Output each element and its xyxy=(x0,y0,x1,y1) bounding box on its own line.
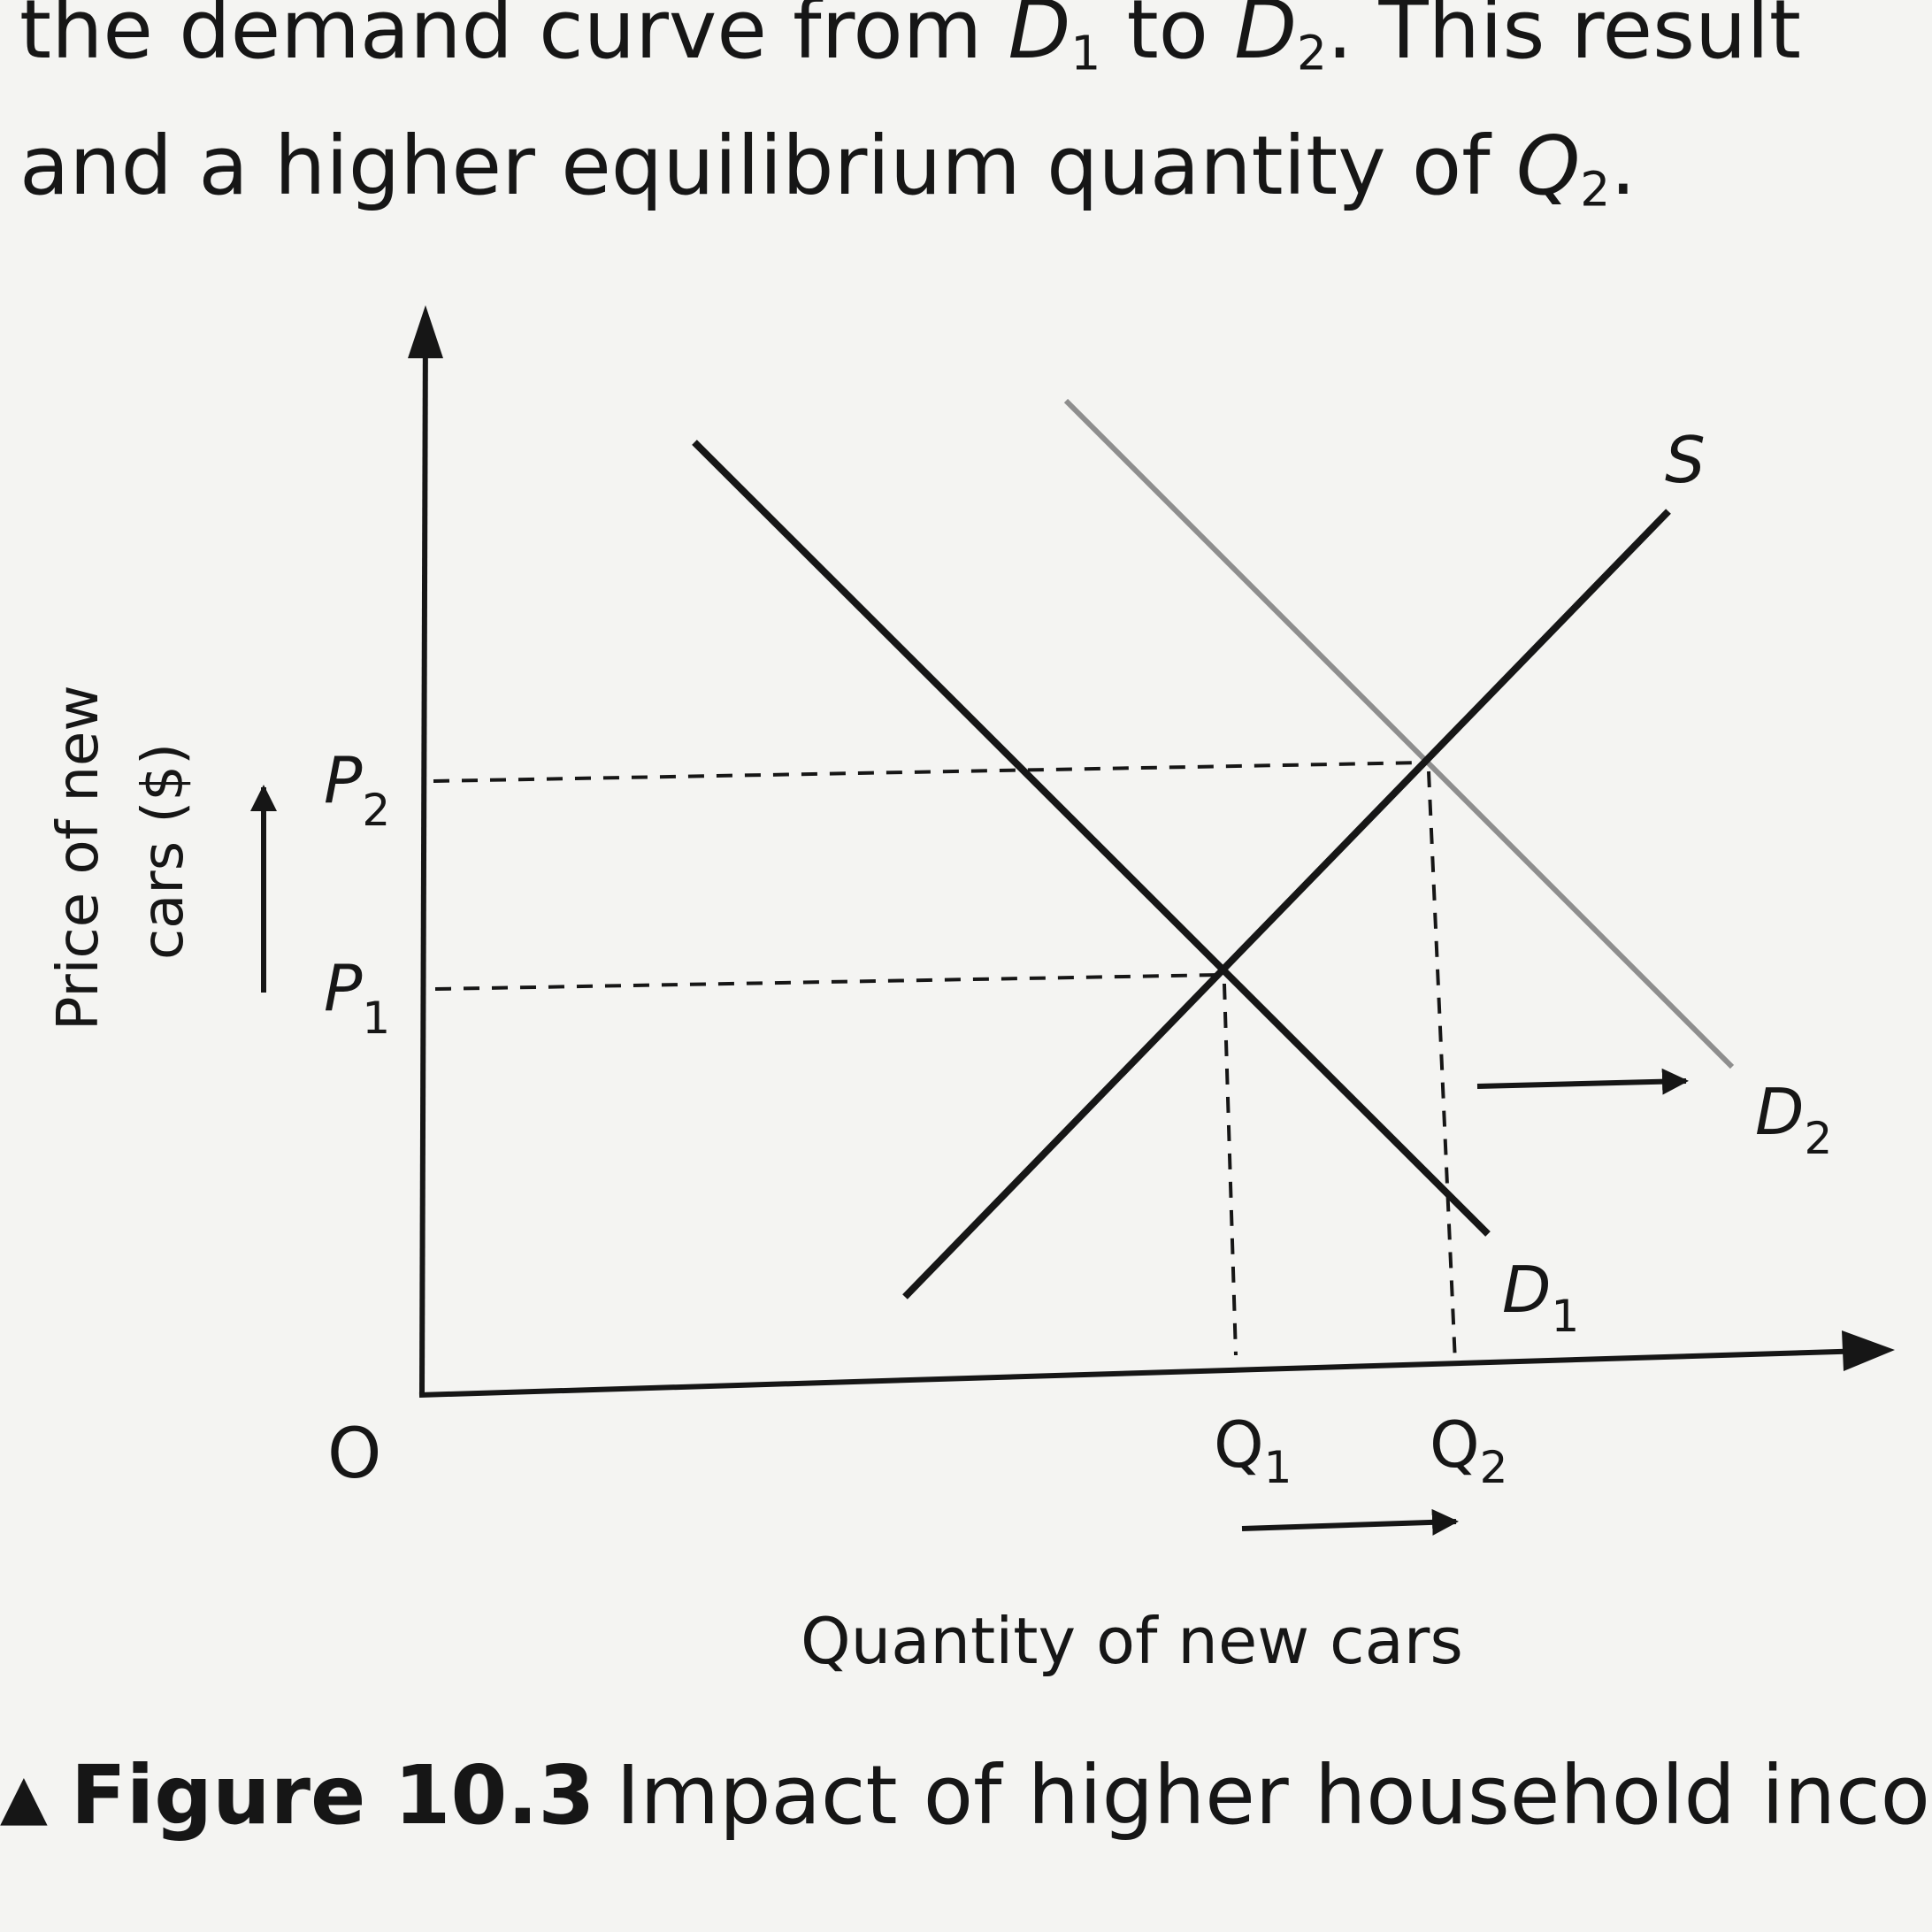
q2-guide-line xyxy=(1427,770,1457,1363)
caption-text: Impact of higher household incom xyxy=(616,1748,1932,1843)
demand-curve-d1-label: D1 xyxy=(1502,1253,1579,1342)
q1-guide-line xyxy=(1223,983,1238,1356)
supply-curve xyxy=(902,509,1671,1300)
p1-guide-line xyxy=(434,973,1222,991)
supply-curve-label: S xyxy=(1665,423,1706,497)
x-axis-label: Quantity of new cars xyxy=(801,1604,1463,1678)
intro-line-1: the demand curve from D1 to D2. This res… xyxy=(19,0,1801,81)
demand-curve-d2 xyxy=(1063,398,1735,1070)
intro-line-2: and a higher equilibrium quantity of Q2. xyxy=(19,119,1637,218)
price-p2-label: P2 xyxy=(324,743,390,836)
y-axis-label: Price of new cars ($) xyxy=(46,667,196,1031)
origin-label: O xyxy=(327,1414,381,1494)
caption-triangle-icon: ▲ xyxy=(0,1760,48,1833)
x-axis-arrowhead xyxy=(1842,1330,1895,1371)
quantity-q1-label: Q1 xyxy=(1214,1407,1292,1493)
figure-caption: ▲ Figure 10.3 Impact of higher household i… xyxy=(0,1743,1932,1850)
y-axis xyxy=(419,318,428,1397)
intro-paragraph: the demand curve from D1 to D2. This res… xyxy=(19,0,1801,247)
equilibrium-guides xyxy=(433,761,1457,1363)
quantity-q2-label: Q2 xyxy=(1430,1407,1507,1493)
x-axis xyxy=(418,1348,1867,1398)
demand-curve-d1 xyxy=(692,440,1491,1237)
p2-guide-line xyxy=(433,761,1427,783)
price-p1-label: P1 xyxy=(324,951,390,1044)
demand-curve-d2-label: D2 xyxy=(1755,1075,1832,1164)
demand-shift-arrow xyxy=(1476,1068,1689,1095)
caption-figure-number: Figure 10.3 xyxy=(70,1748,595,1843)
quantity-increase-arrow xyxy=(1241,1508,1459,1536)
y-axis-arrowhead xyxy=(408,305,443,358)
